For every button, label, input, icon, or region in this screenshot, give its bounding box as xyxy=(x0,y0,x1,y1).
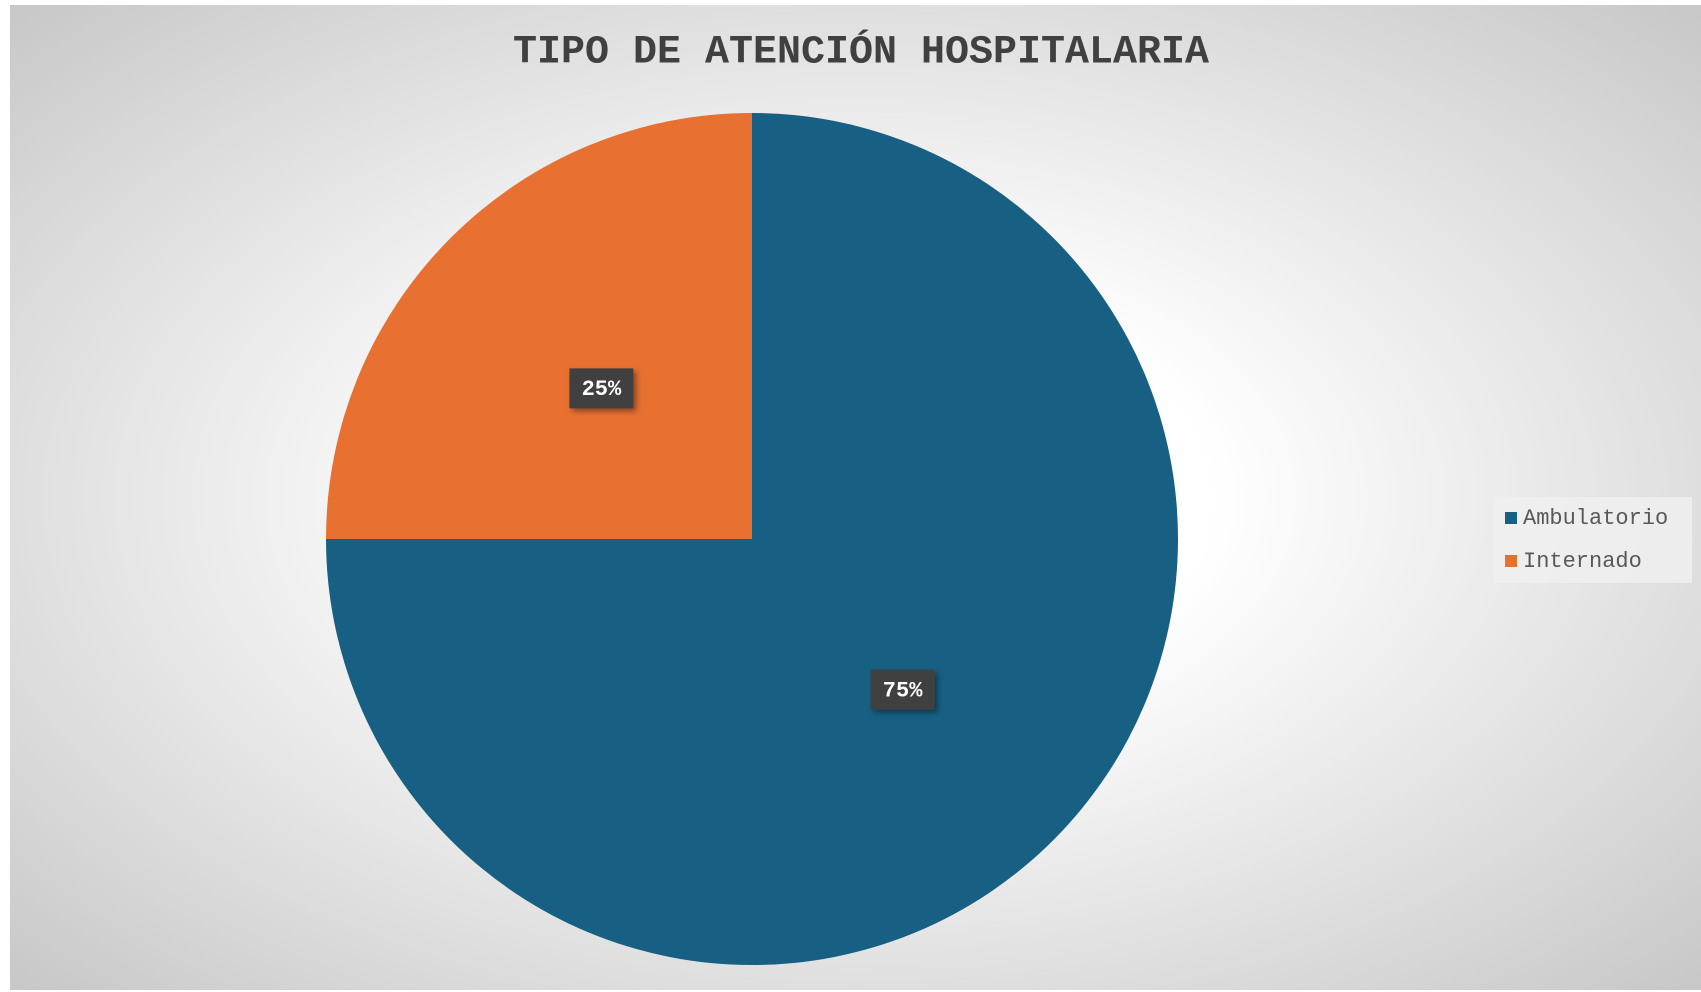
chart-title: TIPO DE ATENCIÓN HOSPITALARIA xyxy=(513,28,1209,76)
data-label: 25% xyxy=(582,377,622,402)
legend-swatch xyxy=(1505,512,1517,524)
pie-slice xyxy=(326,113,752,539)
pie xyxy=(326,113,1178,965)
legend-swatch xyxy=(1505,555,1517,567)
legend-box xyxy=(1494,497,1692,583)
legend: Ambulatorio Internado xyxy=(1505,506,1668,574)
data-label: 75% xyxy=(883,678,923,703)
legend-label: Ambulatorio xyxy=(1523,506,1668,531)
data-label-box xyxy=(569,368,634,409)
data-labels: 75% 25% xyxy=(569,368,935,710)
legend-label: Internado xyxy=(1523,549,1642,574)
data-label-box xyxy=(870,669,935,710)
